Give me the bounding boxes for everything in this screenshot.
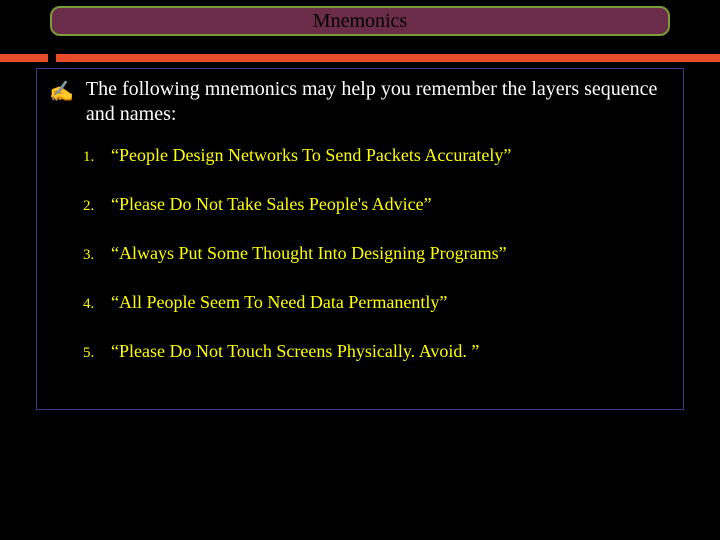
list-item: 3. “Always Put Some Thought Into Designi…	[83, 243, 671, 264]
list-number: 2.	[83, 198, 111, 215]
list-number: 3.	[83, 247, 111, 264]
list-number: 1.	[83, 149, 111, 166]
list-text: “Always Put Some Thought Into Designing …	[111, 243, 507, 264]
list-item: 4. “All People Seem To Need Data Permane…	[83, 292, 671, 313]
list-number: 4.	[83, 296, 111, 313]
list-item: 2. “Please Do Not Take Sales People's Ad…	[83, 194, 671, 215]
list-item: 5. “Please Do Not Touch Screens Physical…	[83, 341, 671, 362]
slide-title: Mnemonics	[313, 10, 407, 33]
list-text: “People Design Networks To Send Packets …	[111, 145, 511, 166]
intro-row: ✍ The following mnemonics may help you r…	[49, 77, 671, 127]
list-text: “All People Seem To Need Data Permanentl…	[111, 292, 447, 313]
content-box: ✍ The following mnemonics may help you r…	[36, 68, 684, 410]
list-text: “Please Do Not Touch Screens Physically.…	[111, 341, 479, 362]
divider-line	[0, 54, 720, 62]
mnemonic-list: 1. “People Design Networks To Send Packe…	[49, 145, 671, 362]
intro-text: The following mnemonics may help you rem…	[86, 77, 671, 127]
list-number: 5.	[83, 345, 111, 362]
list-text: “Please Do Not Take Sales People's Advic…	[111, 194, 432, 215]
list-item: 1. “People Design Networks To Send Packe…	[83, 145, 671, 166]
hand-writing-icon: ✍	[49, 79, 74, 104]
divider-break	[48, 54, 56, 62]
title-box: Mnemonics	[50, 6, 670, 36]
